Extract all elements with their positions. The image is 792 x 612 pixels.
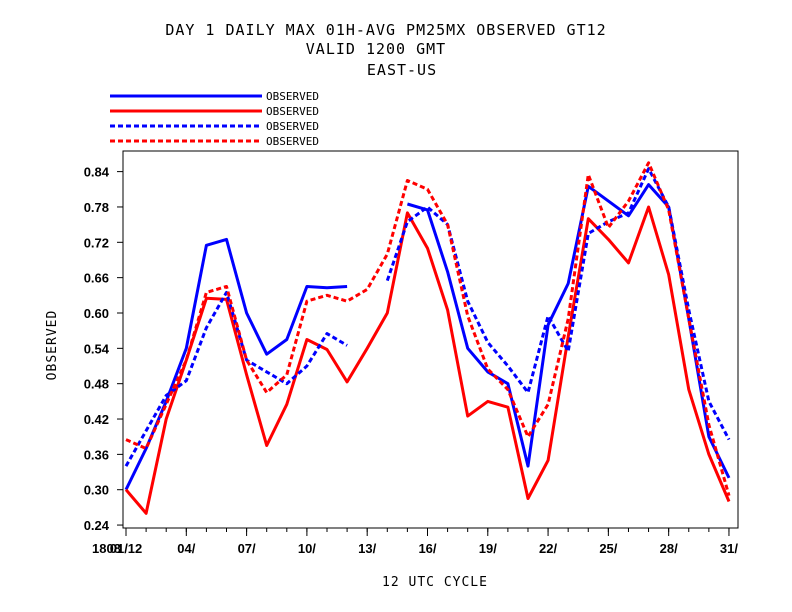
y-axis: 0.24 0.30 0.36 0.42 0.48 0.54 0.60 0.66 0.72 0.78… <box>84 165 123 533</box>
x-tick-label: 25/ <box>599 541 617 556</box>
y-tick-label: 0.72 <box>84 235 109 250</box>
series-line-2 <box>124 205 731 515</box>
x-tick-label: 01/12 <box>110 541 143 556</box>
x-tick-label: 13/ <box>358 541 376 556</box>
x-tick-label: 28/ <box>660 541 678 556</box>
series-line-4 <box>125 161 731 497</box>
y-tick-label: 0.78 <box>84 200 109 215</box>
y-tick-label: 0.36 <box>84 447 109 462</box>
legend-label: OBSERVED <box>266 120 319 133</box>
x-tick-label: 16/ <box>418 541 436 556</box>
x-tick-label: 07/ <box>238 541 256 556</box>
y-tick-label: 0.48 <box>84 377 109 392</box>
plot-frame <box>122 150 739 529</box>
y-tick-label: 0.24 <box>84 518 110 533</box>
series-line-1 <box>124 183 731 491</box>
chart-title: DAY 1 DAILY MAX 01H-AVG PM25MX OBSERVED … <box>165 21 606 79</box>
y-axis-label: OBSERVED <box>45 310 60 381</box>
chart-title-line-1: DAY 1 DAILY MAX 01H-AVG PM25MX OBSERVED … <box>165 21 606 39</box>
y-tick-label: 0.66 <box>84 271 109 286</box>
x-tick-label: 19/ <box>479 541 497 556</box>
x-axis-label: 12 UTC CYCLE <box>382 575 488 590</box>
x-tick-label: 10/ <box>298 541 316 556</box>
y-tick-label: 0.54 <box>84 341 110 356</box>
series-group <box>124 161 731 515</box>
y-tick-label: 0.84 <box>84 165 110 180</box>
legend-label: OBSERVED <box>266 105 319 118</box>
x-tick-label: 22/ <box>539 541 557 556</box>
y-tick-label: 0.42 <box>84 412 109 427</box>
y-tick-label: 0.30 <box>84 483 109 498</box>
legend: OBSERVED OBSERVED OBSERVED OBSERVED <box>110 90 319 148</box>
x-tick-label: 04/ <box>177 541 195 556</box>
y-tick-label: 0.60 <box>84 306 109 321</box>
x-tick-label: 31/ <box>720 541 738 556</box>
x-axis-prefix-label: 1808 <box>92 541 121 556</box>
x-axis: 01/12 04/07/10/13/16/19/22/25/28/31/ <box>110 528 738 556</box>
series-line-3 <box>124 167 731 467</box>
legend-label: OBSERVED <box>266 135 319 148</box>
chart-title-line-3: EAST-US <box>367 61 437 79</box>
legend-label: OBSERVED <box>266 90 319 103</box>
chart-title-line-2: VALID 1200 GMT <box>306 40 446 58</box>
